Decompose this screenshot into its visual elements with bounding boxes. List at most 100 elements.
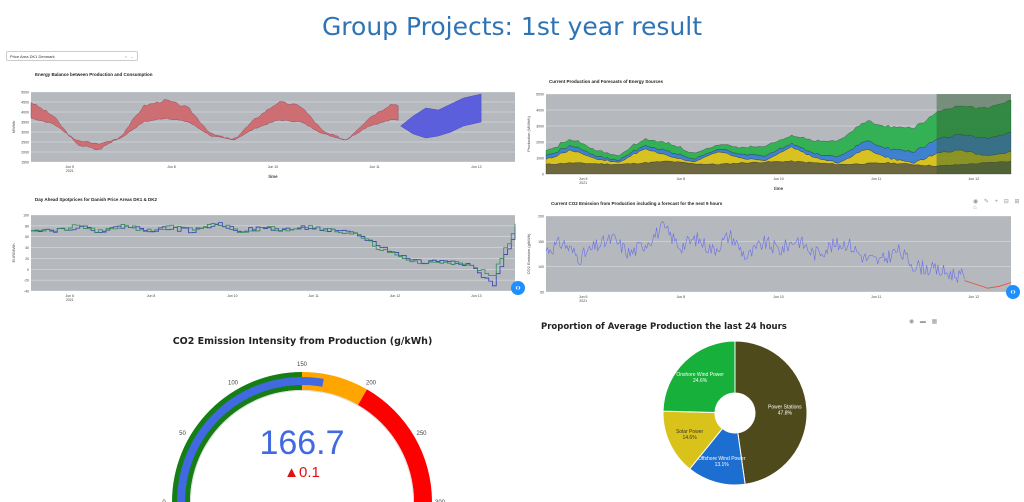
panel4-nav-button[interactable]: ‹› xyxy=(1006,285,1020,299)
x-tick-label: Jun 8 xyxy=(677,177,686,181)
x-tick-label: Jun 11 xyxy=(871,177,881,181)
x-tick-label: Jun 11 xyxy=(871,295,881,299)
pie-toolbar[interactable]: ◉ ▬ ▦ xyxy=(909,319,940,325)
price-area-dropdown[interactable]: Price Area DK1 Denmark × ⌄ xyxy=(6,51,138,61)
gauge-tick-label: 300 xyxy=(435,500,446,502)
forecast-area xyxy=(400,93,482,139)
x-tick-label: Jun 12 xyxy=(969,295,980,299)
pie-label: Solar Power xyxy=(676,429,704,435)
page-title: Group Projects: 1st year result xyxy=(321,12,703,41)
x-tick-label: Jun 12 xyxy=(390,294,401,298)
energy-balance-chart[interactable]: 5000 4500 4000 3500 3000 2500 2000 1500 Jun 5202… xyxy=(5,80,520,190)
gauge-tick-label: 0 xyxy=(162,500,166,502)
pie-title: Proportion of Average Production the las… xyxy=(541,322,787,332)
gauge-band-1 xyxy=(302,372,367,406)
pie-label: Offshore Wind Power xyxy=(698,456,746,462)
y-axis-label: MWh/h xyxy=(11,121,16,134)
y-tick-label: 5000 xyxy=(21,91,29,95)
pie-label: Onshore Wind Power xyxy=(676,372,724,378)
panel2-title: Current Production and Forecasts of Ener… xyxy=(549,79,664,84)
co2-forecast-line xyxy=(964,280,1012,289)
co2-gauge: 0 50 100 150 200 250 300 166.7 ▲0.1 xyxy=(162,362,446,502)
production-consumption-area xyxy=(30,99,399,151)
y-tick-label: -40 xyxy=(24,290,29,294)
x-tick-label: Jun 8 xyxy=(677,295,686,299)
x-tick-label: Jun 6 xyxy=(579,295,588,299)
pie-label: Power Stations xyxy=(768,404,802,410)
y-tick-label: 3000 xyxy=(536,125,544,129)
x-tick-label: Jun 12 xyxy=(471,165,482,169)
x-tick-label: Jun 10 xyxy=(268,165,279,169)
y-tick-label: 200 xyxy=(538,215,544,219)
y-tick-label: -20 xyxy=(24,279,29,283)
panel4-title: Current CO2 Emission from Production inc… xyxy=(551,201,723,206)
dropdown-value: Price Area DK1 Denmark xyxy=(10,54,55,59)
y-tick-label: 5000 xyxy=(536,93,544,97)
co2-history-line xyxy=(545,221,965,283)
x-tick-label: Jun 6 xyxy=(65,294,74,298)
gauge-value: 166.7 xyxy=(259,424,344,462)
pie-slice-onshore-wind-power xyxy=(662,340,736,413)
clear-icon[interactable]: × xyxy=(124,54,127,59)
gauge-tick-label: 200 xyxy=(366,380,377,386)
x-tick-label: Jun 5 xyxy=(579,177,588,181)
x-tick-label: Jun 10 xyxy=(773,295,784,299)
y-tick-label: 100 xyxy=(23,214,29,218)
x-axis-label: time xyxy=(774,186,784,191)
pie-slice-solar-power xyxy=(662,410,724,470)
panel1-title: Energy Balance between Production and Co… xyxy=(35,72,153,77)
pie-pct: 47.8% xyxy=(778,410,793,416)
gauge-tick-label: 100 xyxy=(228,380,239,386)
y-axis-label: EUR/MWh xyxy=(11,244,16,263)
y-tick-label: 80 xyxy=(25,224,29,228)
x-axis-label: time xyxy=(268,174,278,179)
y-tick-label: 150 xyxy=(538,240,544,244)
gauge-tick-label: 250 xyxy=(417,431,428,437)
chevron-down-icon[interactable]: ⌄ xyxy=(130,54,134,59)
y-tick-label: 0 xyxy=(27,268,29,272)
gauge-tick-label: 150 xyxy=(297,362,308,368)
y-tick-label: 4000 xyxy=(21,111,29,115)
y-tick-label: 2000 xyxy=(536,141,544,145)
x-tick-label: 2021 xyxy=(66,298,74,302)
y-tick-label: 1000 xyxy=(536,157,544,161)
y-tick-label: 4000 xyxy=(536,109,544,113)
panel3-title: Day Ahead Spotprices for Danish Price Ar… xyxy=(35,197,157,202)
x-tick-label: Jun 12 xyxy=(969,177,980,181)
y-axis-label: Production (MWh/h) xyxy=(526,116,531,152)
pie-pct: 13.1% xyxy=(715,462,730,468)
y-tick-label: 20 xyxy=(25,257,29,261)
y-tick-label: 40 xyxy=(25,246,29,250)
x-tick-label: Jun 11 xyxy=(370,165,380,169)
dk1-line xyxy=(31,223,516,277)
gauge-delta: ▲0.1 xyxy=(284,464,320,481)
y-tick-label: 100 xyxy=(538,265,544,269)
panel4-toolbar[interactable]: ◉ ✎ + ⊟ ⊞ ⌂ xyxy=(973,199,1022,211)
gauge-tick-label: 50 xyxy=(179,431,186,437)
panel3-nav-button[interactable]: ‹› xyxy=(511,281,525,295)
pie-pct: 24.6% xyxy=(693,378,708,384)
x-tick-label: 2021 xyxy=(579,299,587,303)
y-tick-label: 4500 xyxy=(21,101,29,105)
series-area-onshore-wind-power xyxy=(545,99,1012,161)
y-tick-label: 2000 xyxy=(21,151,29,155)
plot-background xyxy=(546,216,1011,292)
forecast-overlay xyxy=(936,94,1011,174)
y-tick-label: 50 xyxy=(540,291,544,295)
y-tick-label: 3000 xyxy=(21,131,29,135)
x-tick-label: Jun 11 xyxy=(309,294,319,298)
x-tick-label: Jun 8 xyxy=(167,165,176,169)
y-tick-label: 3500 xyxy=(21,121,29,125)
gauge-title: CO2 Emission Intensity from Production (… xyxy=(172,336,433,347)
pie-pct: 14.6% xyxy=(682,435,697,441)
x-tick-label: Jun 13 xyxy=(471,294,482,298)
x-tick-label: Jun 10 xyxy=(227,294,238,298)
x-tick-label: 2021 xyxy=(66,169,74,173)
gauge-band-2 xyxy=(358,389,432,502)
y-tick-label: 1500 xyxy=(21,161,29,165)
x-tick-label: Jun 8 xyxy=(147,294,156,298)
